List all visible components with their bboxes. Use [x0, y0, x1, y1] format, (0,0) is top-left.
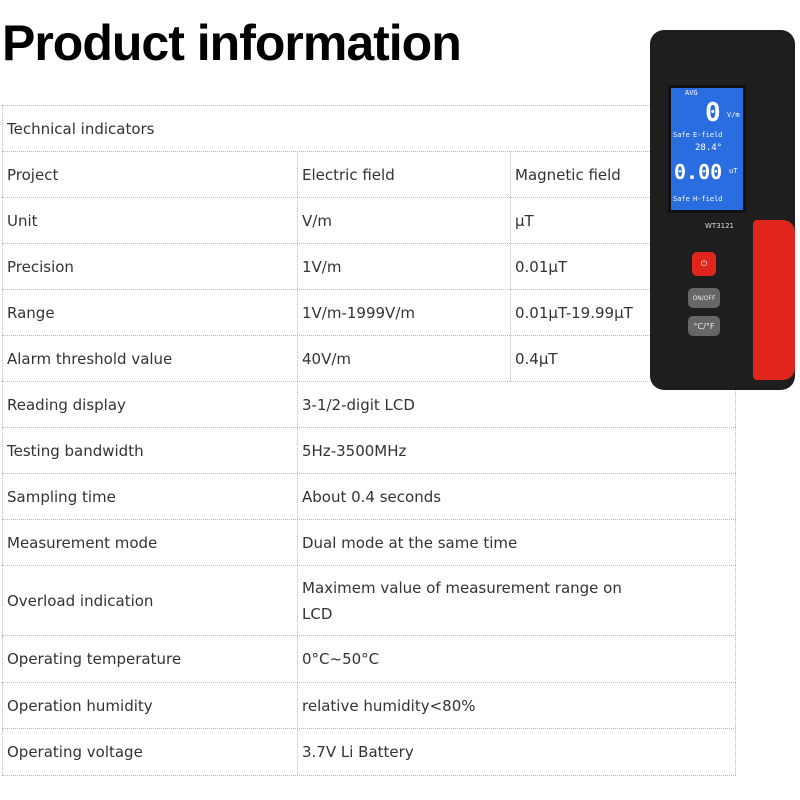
lcd-screen: AVG 0 V/m Safe E-field 28.4° 0.00 uT Saf… [668, 85, 746, 213]
table-row: Measurement mode Dual mode at the same t… [2, 519, 736, 565]
row-value: 0°C~50°C [297, 636, 738, 682]
row-value: Maximem value of measurement range on LC… [297, 566, 738, 635]
row-label: Testing bandwidth [2, 428, 297, 473]
row-label: Precision [2, 244, 297, 289]
table-header-row: Technical indicators [2, 105, 650, 151]
row-label: Measurement mode [2, 520, 297, 565]
row-value: relative humidity<80% [297, 683, 738, 728]
row-label: Sampling time [2, 474, 297, 519]
row-label: Reading display [2, 382, 297, 427]
page-title: Product information [2, 15, 462, 71]
table-row: Precision 1V/m 0.01μT [2, 243, 650, 289]
row-label: Alarm threshold value [2, 336, 297, 381]
lcd-efield-value: 0 [705, 98, 721, 128]
table-row: Operating voltage 3.7V Li Battery [2, 728, 736, 775]
row-label: Overload indication [2, 566, 297, 635]
table-row: Unit V/m μT [2, 197, 650, 243]
table-row: Range 1V/m-1999V/m 0.01μT-19.99μT [2, 289, 650, 335]
lcd-temperature: 28.4° [695, 143, 723, 153]
row-value: Dual mode at the same time [297, 520, 738, 565]
model-label: WT3121 [705, 222, 735, 230]
row-label: Unit [2, 198, 297, 243]
electric-field-value: V/m [297, 198, 510, 243]
table-row: Testing bandwidth 5Hz-3500MHz [2, 427, 736, 473]
device-grip [753, 220, 795, 380]
emf-meter-image: AVG 0 V/m Safe E-field 28.4° 0.00 uT Saf… [650, 30, 795, 390]
row-label: Project [2, 152, 297, 197]
electric-field-value: Electric field [297, 152, 510, 197]
lcd-efield-label: E-field [693, 131, 723, 139]
magnetic-field-value: μT [510, 198, 650, 243]
electric-field-value: 40V/m [297, 336, 510, 381]
row-label: Range [2, 290, 297, 335]
lcd-hfield-label: H-field [693, 195, 723, 203]
magnetic-field-value: 0.01μT-19.99μT [510, 290, 650, 335]
magnetic-field-value: 0.01μT [510, 244, 650, 289]
lcd-avg: AVG [685, 89, 698, 97]
magnetic-field-value: 0.4μT [510, 336, 650, 381]
lcd-efield-unit: V/m [727, 111, 740, 119]
electric-field-value: 1V/m [297, 244, 510, 289]
row-label: Operating temperature [2, 636, 297, 682]
lcd-safe-2: Safe [673, 195, 690, 203]
row-label: Operation humidity [2, 683, 297, 728]
lcd-safe-1: Safe [673, 131, 690, 139]
row-value: About 0.4 seconds [297, 474, 738, 519]
electric-field-value: 1V/m-1999V/m [297, 290, 510, 335]
table-row: Operating temperature 0°C~50°C [2, 635, 736, 682]
table-row: Sampling time About 0.4 seconds [2, 473, 736, 519]
table-row: Operation humidity relative humidity<80% [2, 682, 736, 728]
table-row: Project Electric field Magnetic field [2, 151, 650, 197]
row-value: 3.7V Li Battery [297, 729, 738, 775]
power-button: ⏻ [692, 252, 716, 276]
table-row: Reading display 3-1/2-digit LCD [2, 381, 736, 427]
table-row: Overload indication Maximem value of mea… [2, 565, 736, 635]
unit-button: °C/°F [688, 316, 720, 336]
lcd-hfield-unit: uT [729, 167, 738, 175]
row-label: Operating voltage [2, 729, 297, 775]
table-header: Technical indicators [2, 106, 642, 151]
lcd-hfield-value: 0.00 [674, 160, 723, 184]
magnetic-field-value: Magnetic field [510, 152, 650, 197]
sound-button: ON/OFF [688, 288, 720, 308]
table-bottom-border [2, 775, 736, 776]
row-value: 5Hz-3500MHz [297, 428, 738, 473]
table-row: Alarm threshold value 40V/m 0.4μT [2, 335, 650, 381]
row-value: 3-1/2-digit LCD [297, 382, 738, 427]
